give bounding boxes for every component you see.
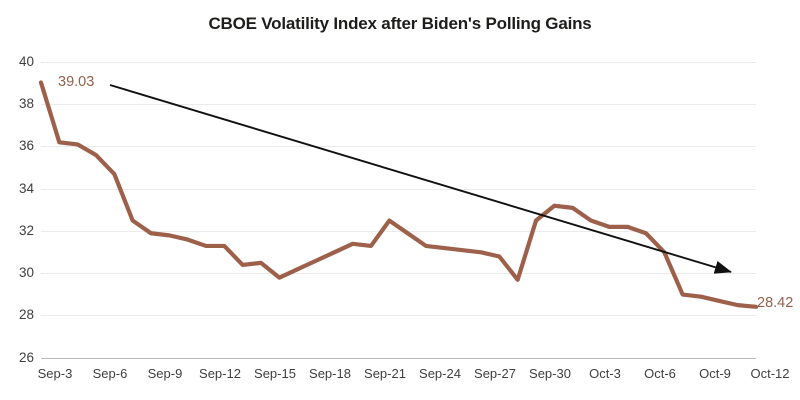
y-axis-tick-38: 38 [18,96,34,111]
x-axis-tick-sep-6: Sep-6 [92,366,128,381]
chart-title: CBOE Volatility Index after Biden's Poll… [208,14,592,33]
x-axis-tick-sep-21: Sep-21 [364,366,406,381]
start-value-label: 39.03 [58,74,95,90]
x-axis-tick-sep-12: Sep-12 [199,366,241,381]
y-axis-tick-36: 36 [18,138,34,153]
x-axis-tick-oct-6: Oct-6 [644,366,676,381]
gridline-30 [41,273,756,274]
y-axis-tick-40: 40 [18,54,34,69]
gridline-32 [41,231,756,232]
x-axis-tick-sep-18: Sep-18 [309,366,351,381]
x-axis-tick-oct-3: Oct-3 [589,366,621,381]
x-axis-tick-sep-24: Sep-24 [419,366,461,381]
y-axis-tick-32: 32 [18,223,34,238]
x-axis-tick-sep-27: Sep-27 [474,366,516,381]
end-value-label: 28.42 [757,295,794,311]
x-axis-tick-sep-15: Sep-15 [254,366,296,381]
x-axis-tick-sep-3: Sep-3 [37,366,73,381]
gridline-36 [41,146,756,147]
gridline-34 [41,189,756,190]
x-axis-tick-sep-9: Sep-9 [147,366,183,381]
x-axis-tick-oct-12: Oct-12 [750,366,790,381]
y-axis-tick-34: 34 [18,181,34,196]
x-axis-line [41,358,756,359]
gridline-28 [41,315,756,316]
x-axis-tick-oct-9: Oct-9 [699,366,731,381]
gridline-38 [41,104,756,105]
plot-area [41,62,756,359]
gridline-40 [41,62,756,63]
y-axis-tick-26: 26 [18,350,34,365]
y-axis-tick-28: 28 [18,307,34,322]
y-axis-tick-30: 30 [18,265,34,280]
x-axis-tick-sep-30: Sep-30 [529,366,571,381]
